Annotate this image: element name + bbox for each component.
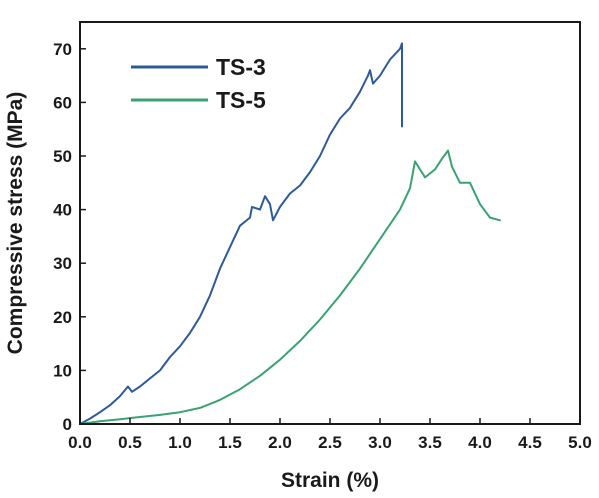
y-tick-label: 60: [53, 93, 72, 112]
y-tick-label: 50: [53, 147, 72, 166]
x-tick-label: 0.0: [68, 433, 92, 452]
y-tick-label: 30: [53, 254, 72, 273]
legend-label-ts-3: TS-3: [216, 54, 266, 80]
y-axis-title: Compressive stress (MPa): [4, 92, 27, 355]
y-tick-label: 10: [53, 361, 72, 380]
legend: TS-3 TS-5: [131, 54, 266, 113]
series-line-ts-5: [79, 149, 501, 425]
x-tick-label: 4.0: [468, 433, 492, 452]
y-tick-label: 20: [53, 308, 72, 327]
legend-label-ts-5: TS-5: [216, 87, 266, 113]
y-tick-label: 70: [53, 40, 72, 59]
plot-frame: [79, 21, 581, 425]
x-axis-title: Strain (%): [281, 469, 379, 492]
x-tick-label: 1.5: [218, 433, 242, 452]
series-line-ts-3: [79, 42, 403, 425]
y-tick-label: 0: [63, 415, 72, 434]
tick-layer: 0.0 0.5 1.0 1.5 2.0 2.5 3.0 3.5 4.0 4.5 5.0 0 10 20 30…: [53, 40, 592, 452]
x-tick-label: 1.0: [168, 433, 192, 452]
series-layer: [79, 42, 501, 425]
x-tick-label: 2.5: [318, 433, 342, 452]
x-tick-label: 3.0: [368, 433, 392, 452]
x-tick-label: 5.0: [568, 433, 592, 452]
x-tick-label: 4.5: [518, 433, 542, 452]
y-tick-label: 40: [53, 201, 72, 220]
x-tick-label: 3.5: [418, 433, 442, 452]
x-tick-label: 2.0: [268, 433, 292, 452]
x-tick-label: 0.5: [118, 433, 142, 452]
